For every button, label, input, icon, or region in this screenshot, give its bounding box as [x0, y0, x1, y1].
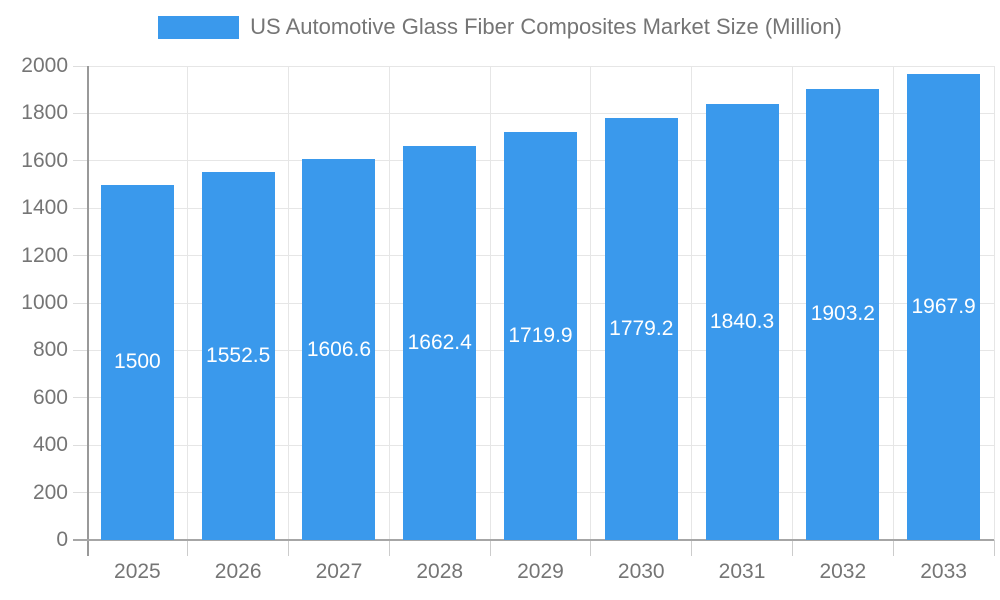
y-axis-tick — [73, 302, 87, 304]
legend-swatch-icon — [158, 15, 240, 39]
x-axis-tick — [892, 540, 894, 556]
y-axis-label: 600 — [32, 385, 68, 409]
y-axis-tick — [73, 444, 87, 446]
gridline-vertical — [993, 66, 995, 540]
bar-value-label: 1500 — [114, 350, 161, 374]
bar-value-label: 1840.3 — [709, 309, 775, 333]
x-axis-label: 2027 — [315, 560, 363, 583]
y-axis-tick — [73, 349, 87, 351]
y-axis-label: 800 — [32, 338, 68, 362]
y-axis-label: 1400 — [21, 196, 68, 220]
y-axis-tick — [73, 255, 87, 257]
x-axis-tick — [993, 540, 995, 556]
y-axis-label: 2000 — [21, 54, 68, 77]
y-axis-label: 1200 — [21, 243, 68, 267]
x-axis-tick — [288, 540, 290, 556]
y-axis-tick — [73, 492, 87, 494]
bar-value-label: 1779.2 — [609, 317, 674, 341]
y-axis-label: 1000 — [21, 291, 68, 314]
bar: 1662.4 — [403, 146, 477, 540]
gridline-vertical — [288, 66, 290, 540]
legend[interactable]: US Automotive Glass Fiber Composites Mar… — [0, 14, 1000, 40]
x-axis-label: 2033 — [920, 560, 967, 583]
bar: 1500 — [100, 184, 174, 540]
y-axis-tick — [73, 65, 87, 67]
bar: 1552.5 — [201, 172, 275, 540]
bar: 1719.9 — [504, 132, 577, 540]
bar: 1840.3 — [705, 103, 779, 540]
y-axis-label: 0 — [56, 528, 68, 551]
bar-value-label: 1903.2 — [810, 302, 875, 326]
x-axis-label: 2031 — [718, 560, 766, 583]
x-axis-line — [73, 539, 994, 541]
bar-value-label: 1552.5 — [206, 344, 271, 368]
x-axis-label: 2028 — [416, 560, 464, 583]
x-axis-tick — [388, 540, 390, 556]
bar: 1606.6 — [302, 159, 376, 540]
gridline-horizontal — [87, 65, 994, 67]
bar-value-label: 1662.4 — [407, 330, 472, 354]
y-axis-label: 200 — [32, 480, 68, 504]
x-axis-label: 2025 — [114, 560, 161, 583]
y-axis-tick — [73, 207, 87, 209]
bar: 1779.2 — [604, 118, 678, 540]
gridline-vertical — [388, 66, 390, 540]
y-axis-label: 1600 — [21, 148, 68, 172]
legend-label: US Automotive Glass Fiber Composites Mar… — [250, 14, 842, 39]
x-axis-tick — [691, 540, 693, 556]
gridline-vertical — [187, 66, 189, 540]
gridline-vertical — [791, 66, 793, 540]
x-axis-tick — [489, 540, 491, 556]
y-axis-label: 400 — [32, 433, 68, 457]
bar-value-label: 1967.9 — [911, 294, 976, 318]
gridline-vertical — [489, 66, 491, 540]
x-axis-tick — [187, 540, 189, 556]
bar-value-label: 1606.6 — [306, 337, 372, 361]
gridline-vertical — [691, 66, 693, 540]
gridline-vertical — [892, 66, 894, 540]
x-axis-label: 2029 — [517, 560, 564, 583]
bar-value-label: 1719.9 — [508, 324, 573, 348]
x-axis-tick — [791, 540, 793, 556]
y-axis-tick — [73, 397, 87, 399]
y-axis-tick — [73, 160, 87, 162]
gridline-vertical — [590, 66, 592, 540]
y-axis-tick — [73, 112, 87, 114]
bar: 1903.2 — [806, 88, 880, 540]
x-axis-label: 2026 — [214, 560, 262, 583]
y-axis-label: 1800 — [21, 101, 68, 125]
bar: 1967.9 — [907, 73, 981, 540]
x-axis-tick — [590, 540, 592, 556]
gridline-horizontal — [87, 112, 994, 114]
x-axis-label: 2032 — [819, 560, 867, 583]
y-axis-line — [87, 66, 89, 556]
x-axis-label: 2030 — [617, 560, 665, 583]
